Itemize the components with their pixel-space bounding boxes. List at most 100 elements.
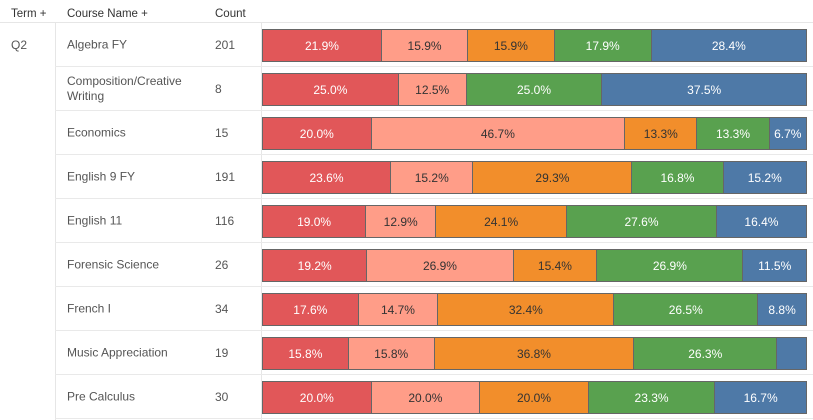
bar-segment[interactable] bbox=[777, 338, 806, 369]
header-count: Count bbox=[215, 8, 246, 20]
bar-segment[interactable]: 17.6% bbox=[263, 294, 359, 325]
row-divider bbox=[55, 66, 813, 67]
bar-segment[interactable]: 12.9% bbox=[366, 206, 437, 237]
segment-label: 32.4% bbox=[508, 302, 543, 317]
row-divider bbox=[55, 374, 813, 375]
count-value: 191 bbox=[215, 170, 236, 184]
segment-label: 37.5% bbox=[687, 82, 722, 97]
segment-label: 15.8% bbox=[288, 346, 323, 361]
stacked-bar[interactable]: 19.0% 12.9% 24.1% 27.6% 16.4% bbox=[262, 205, 807, 238]
bar-segment[interactable]: 26.9% bbox=[367, 250, 514, 281]
bar-segment[interactable]: 15.8% bbox=[348, 338, 435, 369]
segment-label: 13.3% bbox=[715, 126, 751, 141]
bar-segment[interactable]: 8.8% bbox=[758, 294, 806, 325]
count-value: 8 bbox=[215, 82, 222, 96]
bar-segment[interactable]: 37.5% bbox=[602, 74, 806, 105]
segment-label: 15.2% bbox=[747, 170, 782, 185]
segment-label: 16.4% bbox=[744, 214, 779, 229]
bar-segment[interactable]: 16.8% bbox=[632, 162, 724, 193]
segment-label: 20.0% bbox=[408, 390, 443, 405]
stacked-bar[interactable]: 17.6% 14.7% 32.4% 26.5% 8.8% bbox=[262, 293, 807, 326]
bar-segment[interactable]: 15.8% bbox=[263, 338, 349, 369]
table-row: English 9 FY 191 23.6% 15.2% 29.3% 16.8% 15.2% bbox=[55, 155, 813, 199]
stacked-bar[interactable]: 20.0% 46.7% 13.3% 13.3% 6.7% bbox=[262, 117, 807, 150]
bar-segment[interactable]: 20.0% bbox=[371, 382, 481, 413]
segment-label: 15.8% bbox=[374, 346, 409, 361]
segment-label: 16.7% bbox=[743, 390, 778, 405]
bar-segment[interactable]: 13.3% bbox=[625, 118, 698, 149]
course-name: English 9 FY bbox=[67, 169, 136, 184]
bar-segment[interactable]: 26.3% bbox=[634, 338, 778, 369]
segment-label: 36.8% bbox=[516, 346, 551, 361]
bar-segment[interactable]: 15.9% bbox=[381, 30, 469, 61]
bar-segment[interactable]: 25.0% bbox=[263, 74, 399, 105]
header-course-name[interactable]: Course Name + bbox=[67, 8, 148, 20]
bar-segment[interactable]: 16.4% bbox=[716, 206, 806, 237]
term-column-divider bbox=[55, 22, 56, 420]
bar-segment[interactable]: 12.5% bbox=[398, 74, 467, 105]
segment-label: 25.0% bbox=[516, 82, 552, 97]
bar-segment[interactable]: 15.4% bbox=[513, 250, 598, 281]
segment-label: 13.3% bbox=[643, 126, 678, 141]
row-divider bbox=[55, 286, 813, 287]
stacked-bar[interactable]: 21.9% 15.9% 15.9% 17.9% 28.4% bbox=[262, 29, 807, 62]
stacked-bar[interactable]: 23.6% 15.2% 29.3% 16.8% 15.2% bbox=[262, 161, 807, 194]
segment-label: 21.9% bbox=[304, 38, 339, 53]
segment-label: 19.2% bbox=[297, 258, 332, 273]
segment-label: 26.5% bbox=[668, 302, 703, 317]
bar-segment[interactable]: 15.2% bbox=[723, 162, 806, 193]
segment-label: 12.5% bbox=[415, 82, 450, 97]
stacked-bar[interactable]: 15.8% 15.8% 36.8% 26.3% bbox=[262, 337, 807, 370]
segment-label: 16.8% bbox=[660, 170, 695, 185]
count-value: 15 bbox=[215, 126, 229, 140]
bar-segment[interactable]: 27.6% bbox=[567, 206, 717, 237]
bar-segment[interactable]: 17.9% bbox=[554, 30, 652, 61]
segment-label: 23.3% bbox=[634, 390, 669, 405]
bar-segment[interactable]: 32.4% bbox=[438, 294, 615, 325]
bar-segment[interactable]: 13.3% bbox=[697, 118, 770, 149]
row-divider bbox=[55, 154, 813, 155]
bar-segment[interactable]: 23.3% bbox=[588, 382, 716, 413]
bar-segment[interactable]: 26.9% bbox=[597, 250, 744, 281]
count-value: 34 bbox=[215, 302, 229, 316]
header-term[interactable]: Term + bbox=[11, 8, 47, 20]
bar-column-divider bbox=[261, 22, 262, 420]
count-value: 116 bbox=[215, 214, 235, 228]
bar-segment[interactable]: 6.7% bbox=[769, 118, 806, 149]
course-name: Algebra FY bbox=[67, 37, 128, 52]
bar-segment[interactable]: 21.9% bbox=[263, 30, 382, 61]
stacked-bar[interactable]: 25.0% 12.5% 25.0% 37.5% bbox=[262, 73, 807, 106]
bar-segment[interactable]: 46.7% bbox=[371, 118, 626, 149]
course-name: Composition/Creative Writing bbox=[67, 74, 182, 103]
bar-segment[interactable]: 19.2% bbox=[263, 250, 368, 281]
bar-segment[interactable]: 28.4% bbox=[651, 30, 806, 61]
bar-segment[interactable]: 19.0% bbox=[263, 206, 367, 237]
segment-label: 17.6% bbox=[293, 302, 328, 317]
bar-segment[interactable]: 29.3% bbox=[473, 162, 633, 193]
course-name: English 11 bbox=[67, 213, 123, 228]
bar-segment[interactable]: 14.7% bbox=[358, 294, 439, 325]
table-row: Composition/Creative Writing 8 25.0% 12.5% 2… bbox=[55, 67, 813, 111]
segment-label: 15.9% bbox=[407, 38, 442, 53]
course-name: French I bbox=[67, 301, 112, 316]
bar-segment[interactable]: 36.8% bbox=[434, 338, 635, 369]
bar-segment[interactable]: 20.0% bbox=[263, 118, 372, 149]
row-divider bbox=[55, 330, 813, 331]
bar-segment[interactable]: 20.0% bbox=[480, 382, 589, 413]
stacked-bar[interactable]: 20.0% 20.0% 20.0% 23.3% 16.7% bbox=[262, 381, 807, 414]
stacked-bar[interactable]: 19.2% 26.9% 15.4% 26.9% 11.5% bbox=[262, 249, 807, 282]
bar-segment[interactable]: 15.9% bbox=[468, 30, 555, 61]
segment-label: 12.9% bbox=[383, 214, 418, 229]
segment-label: 26.9% bbox=[422, 258, 457, 273]
bar-segment[interactable]: 15.2% bbox=[391, 162, 474, 193]
bar-segment[interactable]: 24.1% bbox=[436, 206, 568, 237]
bar-segment[interactable]: 23.6% bbox=[263, 162, 392, 193]
bar-segment[interactable]: 26.5% bbox=[614, 294, 759, 325]
bar-segment[interactable]: 11.5% bbox=[743, 250, 806, 281]
bar-segment[interactable]: 16.7% bbox=[715, 382, 806, 413]
segment-label: 27.6% bbox=[624, 214, 659, 229]
bar-segment[interactable]: 25.0% bbox=[466, 74, 603, 105]
segment-label: 26.3% bbox=[688, 346, 723, 361]
bar-segment[interactable]: 20.0% bbox=[263, 382, 372, 413]
segment-label: 24.1% bbox=[484, 214, 519, 229]
